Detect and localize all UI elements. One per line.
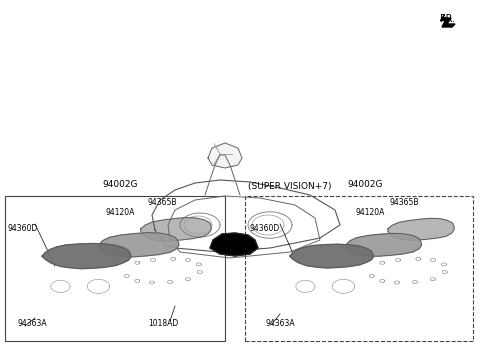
Text: 1018AD: 1018AD <box>148 319 178 328</box>
Text: (SUPER VISION+7): (SUPER VISION+7) <box>248 182 332 191</box>
Polygon shape <box>42 244 131 269</box>
FancyBboxPatch shape <box>245 196 473 341</box>
Text: 94002G: 94002G <box>347 180 383 189</box>
FancyBboxPatch shape <box>5 196 225 341</box>
Text: 94360D: 94360D <box>8 224 38 233</box>
Polygon shape <box>290 244 373 268</box>
Text: FR.: FR. <box>440 14 455 24</box>
Text: 94365B: 94365B <box>390 198 420 207</box>
Text: 94363A: 94363A <box>18 319 48 328</box>
Text: 94002G: 94002G <box>102 180 138 189</box>
Polygon shape <box>208 143 242 168</box>
Polygon shape <box>441 18 455 27</box>
Text: 94360D: 94360D <box>250 224 280 233</box>
Text: 94120A: 94120A <box>355 208 384 217</box>
Text: 94363A: 94363A <box>265 319 295 328</box>
Polygon shape <box>388 218 454 240</box>
Polygon shape <box>210 233 258 256</box>
Polygon shape <box>346 233 421 256</box>
Text: 94120A: 94120A <box>105 208 134 217</box>
Text: 94365B: 94365B <box>148 198 178 207</box>
Polygon shape <box>98 233 179 257</box>
Polygon shape <box>141 218 211 241</box>
